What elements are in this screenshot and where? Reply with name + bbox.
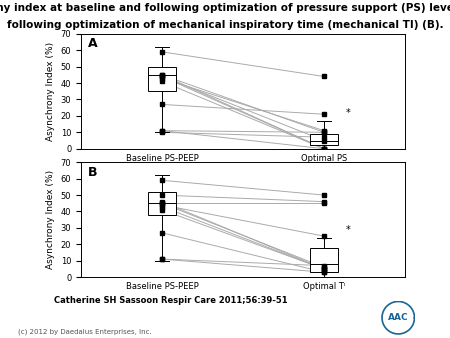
Text: following optimization of mechanical inspiratory time (mechanical TI) (B).: following optimization of mechanical ins…: [7, 20, 443, 30]
Text: Catherine SH Sassoon Respir Care 2011;56:39-51: Catherine SH Sassoon Respir Care 2011;56…: [54, 296, 288, 305]
Text: Asynchrony index at baseline and following optimization of pressure support (PS): Asynchrony index at baseline and followi…: [0, 3, 450, 14]
Text: (c) 2012 by Daedalus Enterprises, Inc.: (c) 2012 by Daedalus Enterprises, Inc.: [18, 328, 152, 335]
Bar: [148, 67, 176, 91]
Bar: [310, 248, 338, 272]
Text: B: B: [87, 166, 97, 179]
Text: A: A: [87, 37, 97, 50]
Bar: [148, 192, 176, 215]
Text: *: *: [346, 225, 351, 235]
Text: AAC: AAC: [388, 313, 409, 321]
Y-axis label: Asynchrony Index (%): Asynchrony Index (%): [46, 170, 55, 269]
Text: *: *: [346, 108, 351, 118]
Bar: [310, 134, 338, 145]
Y-axis label: Asynchrony Index (%): Asynchrony Index (%): [46, 42, 55, 141]
